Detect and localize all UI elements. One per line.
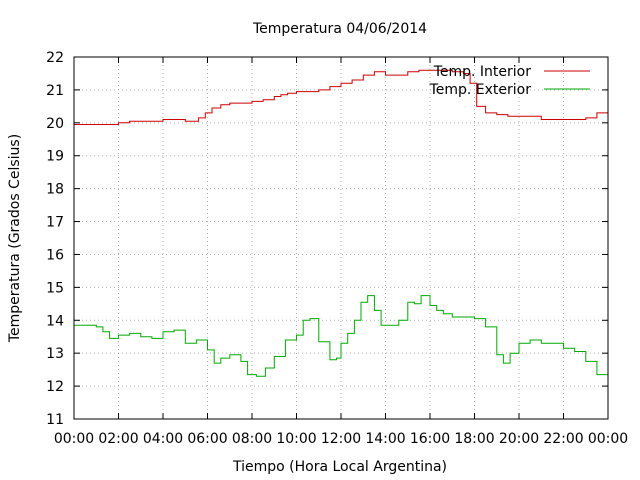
x-tick-label: 16:00 [410,431,450,447]
x-tick-label: 00:00 [588,431,628,447]
x-tick-label: 10:00 [276,431,316,447]
y-tick-label: 21 [46,83,64,99]
x-axis-tick-labels: 00:00 02:00 04:00 06:00 08:00 10:00 12:00 14:00… [54,431,628,447]
x-tick-label: 20:00 [499,431,539,447]
x-tick-label: 06:00 [187,431,227,447]
y-tick-label: 22 [46,50,64,66]
y-tick-label: 13 [46,346,64,362]
chart-title: Temperatura 04/06/2014 [252,21,427,37]
grid [74,57,608,419]
y-tick-label: 12 [46,379,64,395]
legend-label-exterior: Temp. Exterior [429,82,532,98]
legend-label-interior: Temp. Interior [433,64,532,80]
y-tick-label: 14 [46,313,64,329]
x-tick-label: 04:00 [143,431,183,447]
x-tick-label: 02:00 [98,431,138,447]
axis-ticks [73,56,609,420]
x-tick-label: 14:00 [365,431,405,447]
x-tick-label: 00:00 [54,431,94,447]
x-axis-label: Tiempo (Hora Local Argentina) [232,459,447,475]
x-tick-label: 18:00 [454,431,494,447]
legend: Temp. Interior Temp. Exterior [429,64,590,98]
series-line-interior [74,69,609,125]
y-tick-label: 16 [46,247,64,263]
x-tick-label: 22:00 [543,431,583,447]
y-tick-label: 18 [46,182,64,198]
y-tick-label: 11 [46,412,64,428]
x-tick-label: 12:00 [321,431,361,447]
y-tick-label: 19 [46,149,64,165]
series-group [74,69,609,387]
y-axis-tick-labels: 11 12 13 14 15 16 17 18 19 20 21 22 [46,50,64,428]
series-line-exterior [74,295,609,387]
y-axis-label: Temperatura (Grados Celsius) [7,134,23,343]
x-tick-label: 08:00 [232,431,272,447]
y-tick-label: 15 [46,280,64,296]
y-tick-label: 17 [46,215,64,231]
y-tick-label: 20 [46,116,64,132]
